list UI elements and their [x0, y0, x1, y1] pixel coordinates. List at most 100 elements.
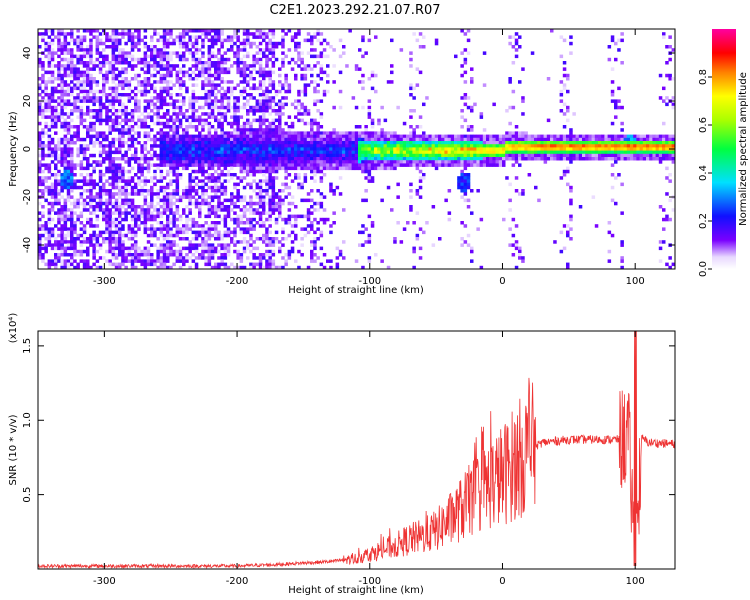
spectrogram-cell	[60, 32, 64, 36]
spectrogram-cell	[89, 224, 93, 228]
spectrogram-cell	[57, 144, 61, 148]
spectrogram-cell	[121, 211, 125, 215]
spectrogram-cell	[438, 150, 442, 155]
spectrogram-cell	[351, 147, 356, 151]
spectrogram-cell	[76, 35, 80, 39]
spectrogram-cell	[370, 221, 375, 225]
spectrogram-cell	[76, 214, 80, 219]
spectrogram-cell	[300, 185, 304, 190]
spectrogram-cell	[92, 93, 96, 97]
spectrogram-cell	[214, 118, 218, 123]
spectrogram-cell	[255, 185, 260, 190]
spectrogram-cell	[326, 41, 330, 46]
spectrogram-cell	[70, 153, 74, 158]
spectrogram-cell	[207, 137, 212, 142]
spectrogram-cell	[66, 169, 71, 174]
spectrogram-cell	[226, 150, 231, 155]
spectrogram-cell	[73, 67, 77, 71]
spectrogram-cell	[175, 147, 180, 151]
spectrogram-cell	[262, 121, 266, 126]
spectrogram-cell	[130, 64, 135, 68]
spectrogram-cell	[278, 83, 282, 87]
spectrogram-cell	[150, 157, 154, 161]
spectrogram-cell	[220, 134, 224, 139]
spectrogram-cell	[380, 150, 384, 155]
spectrogram-cell	[185, 205, 189, 209]
spectrogram-cell	[66, 259, 71, 263]
spectrogram-cell	[98, 67, 103, 71]
spectrogram-cell	[111, 192, 116, 196]
spectrogram-cell	[194, 205, 199, 209]
spectrogram-cell	[255, 29, 260, 33]
spectrogram-cell	[246, 102, 250, 107]
spectrogram-cell	[278, 105, 282, 110]
spectrogram-cell	[130, 201, 135, 206]
spectrogram-cell	[233, 150, 237, 155]
spectrogram-cell	[47, 102, 52, 107]
spectrogram-cell	[111, 182, 116, 187]
spectrogram-cell	[278, 89, 282, 94]
spectrogram-cell	[322, 166, 327, 171]
spectrogram-cell	[262, 265, 266, 270]
spectrogram-cell	[370, 144, 375, 148]
spectrogram-cell	[460, 137, 464, 142]
spectrogram-cell	[111, 141, 116, 145]
spectrogram-cell	[70, 38, 74, 43]
spectrogram-cell	[111, 64, 116, 68]
spectrogram-cell	[95, 182, 100, 187]
spectrogram-cell	[335, 256, 340, 260]
spectrogram-cell	[223, 105, 228, 110]
spectrogram-cell	[226, 131, 231, 135]
spectrogram-cell	[310, 211, 314, 215]
spectrogram-cell	[281, 96, 285, 100]
spectrogram-cell	[76, 233, 80, 238]
spectrogram-cell	[220, 54, 224, 59]
spectrogram-cell	[351, 96, 356, 100]
spectrogram-cell	[262, 128, 266, 132]
spectrogram-cell	[47, 240, 52, 244]
spectrogram-cell	[63, 38, 68, 43]
spectrogram-cell	[444, 150, 448, 155]
spectrogram-cell	[479, 157, 484, 161]
spectrogram-cell	[150, 54, 154, 59]
spectrogram-cell	[217, 137, 221, 142]
spectrogram-cell	[284, 262, 288, 267]
spectrogram-cell	[278, 265, 282, 270]
spectrogram-cell	[111, 150, 116, 155]
spectrogram-cell	[162, 77, 167, 81]
spectrogram-cell	[82, 83, 87, 87]
spectrogram-cell	[188, 157, 192, 161]
spectrogram-cell	[166, 246, 170, 251]
spectrogram-cell	[367, 160, 372, 164]
spectrogram-cell	[143, 182, 148, 187]
spectrogram-cell	[98, 38, 103, 43]
spectrogram-cell	[274, 166, 279, 171]
spectrogram-cell	[98, 160, 103, 164]
spectrogram-cell	[262, 105, 266, 110]
spectrogram-cell	[86, 182, 90, 187]
spectrogram-cell	[105, 57, 109, 62]
spectrogram-cell	[262, 118, 266, 123]
spectrogram-cell	[409, 144, 413, 148]
spectrogram-cell	[415, 153, 420, 158]
spectrogram-cell	[226, 70, 231, 75]
spectrogram-cell	[297, 54, 301, 59]
spectrogram-cell	[281, 189, 285, 193]
spectrogram-cell	[207, 256, 212, 260]
spectrogram-cell	[319, 64, 324, 68]
spectrogram-cell	[322, 141, 327, 145]
spectrogram-cell	[41, 189, 45, 193]
spectrogram-cell	[265, 70, 269, 75]
spectrogram-cell	[70, 227, 74, 231]
spectrogram-cell	[153, 259, 157, 263]
spectrogram-cell	[150, 192, 154, 196]
spectrogram-cell	[242, 105, 247, 110]
spectrogram-cell	[306, 192, 311, 196]
spectrogram-cell	[210, 150, 215, 155]
spectrogram-cell	[191, 41, 196, 46]
spectrogram-cell	[246, 166, 250, 171]
spectrogram-cell	[463, 198, 468, 203]
spectrogram-cell	[297, 185, 301, 190]
spectrogram-cell	[207, 195, 212, 199]
spectrogram-cell	[217, 173, 221, 177]
